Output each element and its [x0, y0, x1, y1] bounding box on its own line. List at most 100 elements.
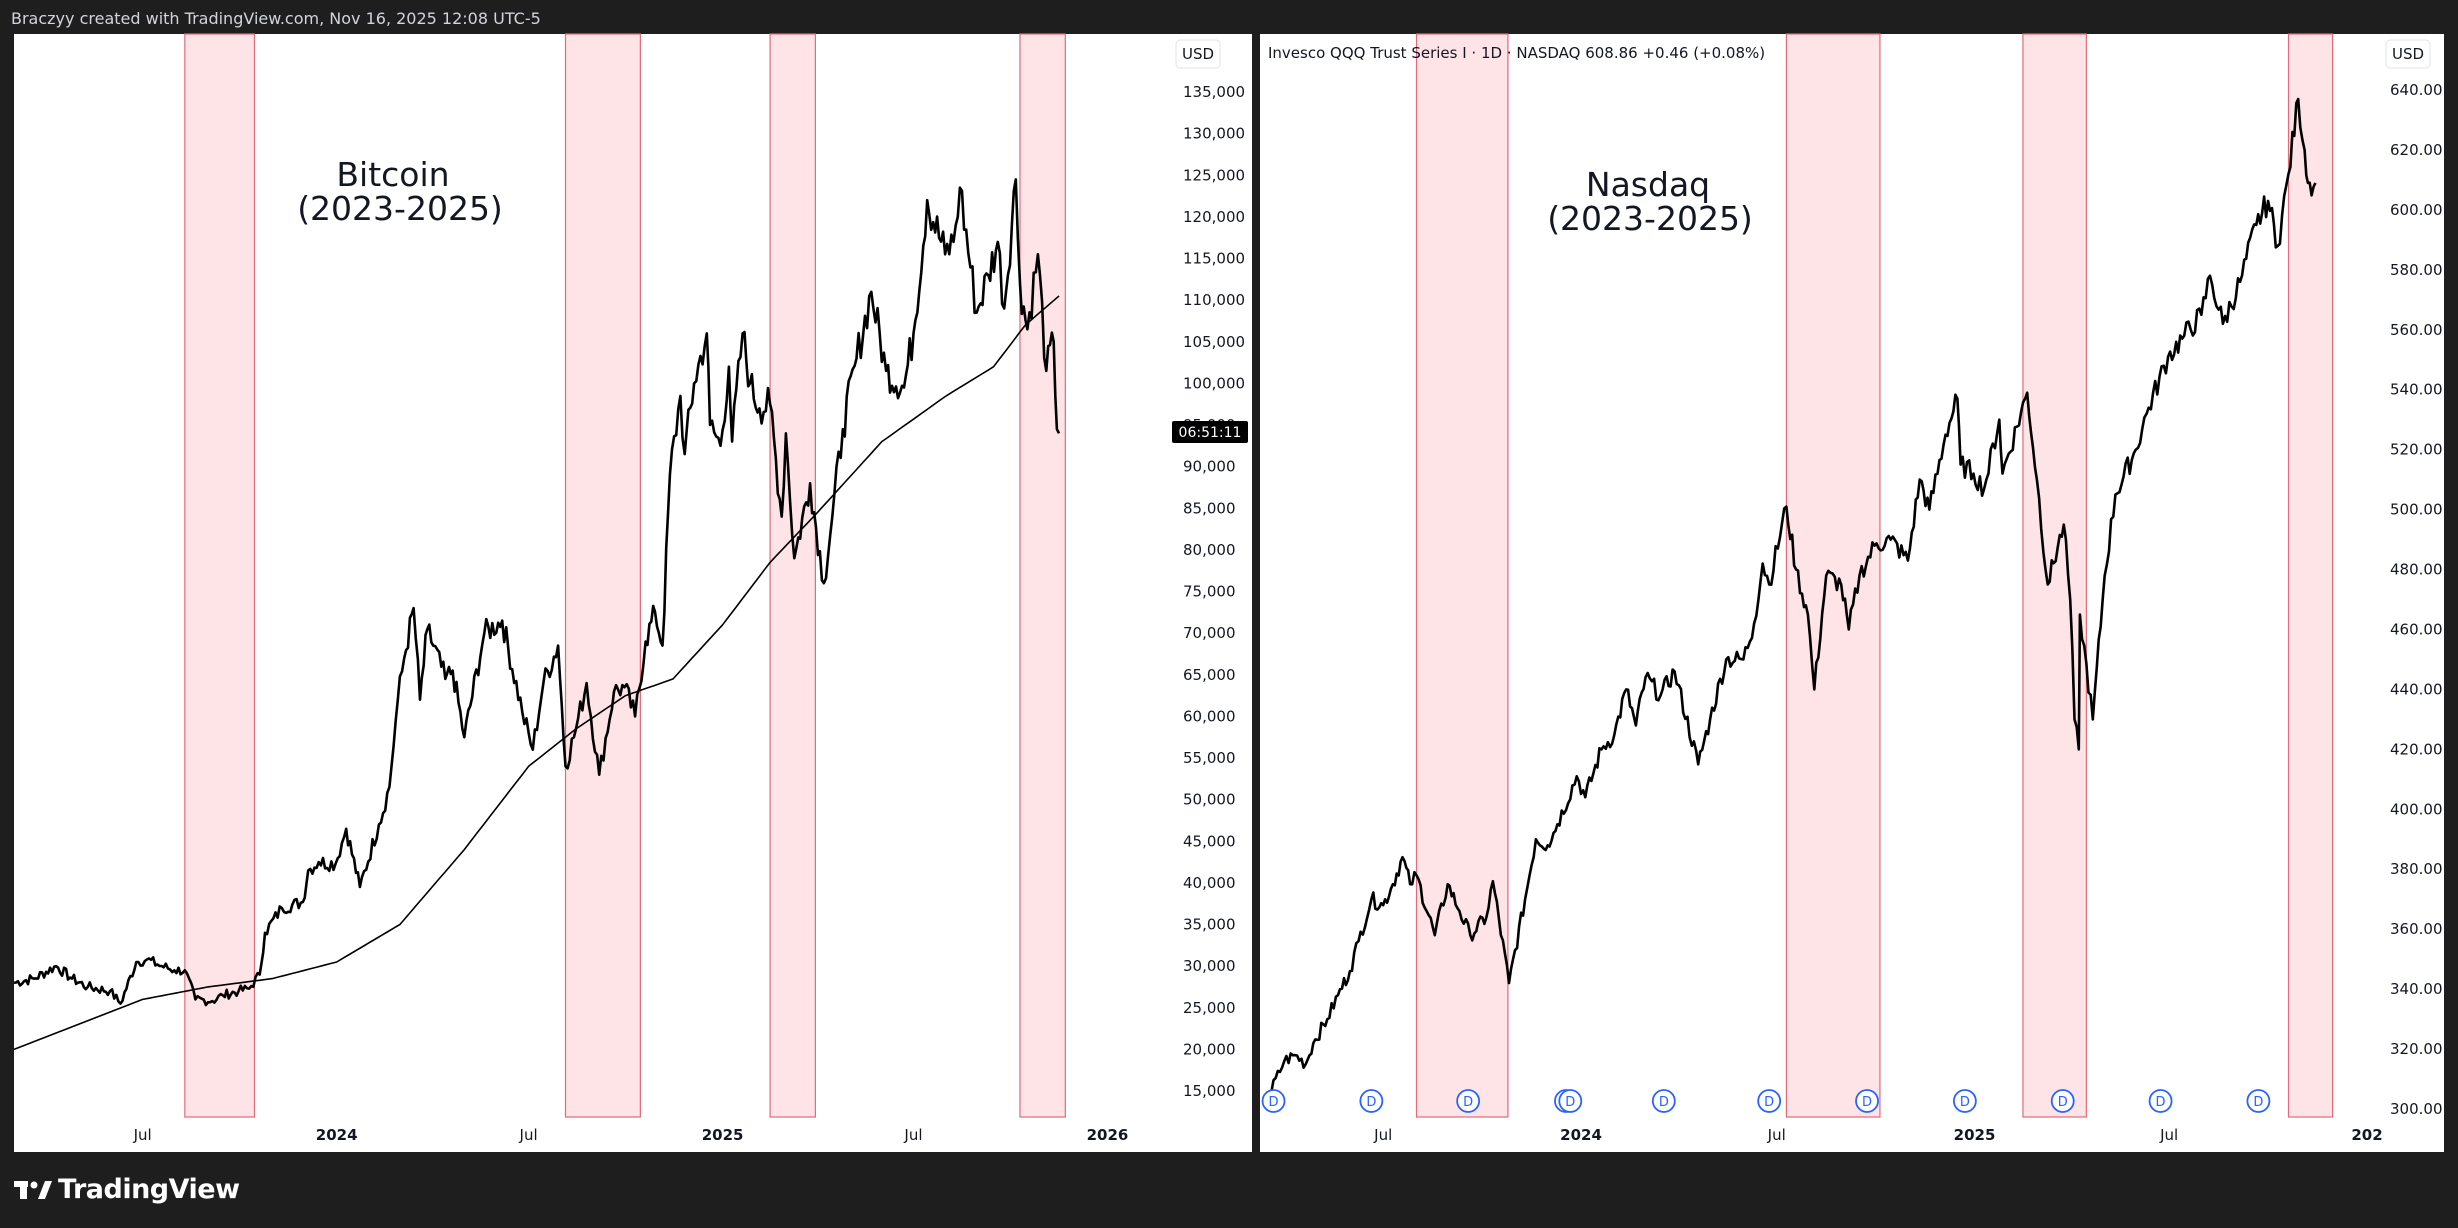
dividend-marker-label: D	[1764, 1095, 1774, 1110]
btc-y-tick-label: 75,000	[1183, 583, 1236, 601]
nasdaq-legend[interactable]: Invesco QQQ Trust Series I · 1D · NASDAQ…	[1268, 44, 1765, 62]
tradingview-logo-icon	[14, 1180, 52, 1199]
btc-y-tick-label: 50,000	[1183, 791, 1236, 809]
tradingview-brand-name: TradingView	[58, 1174, 240, 1205]
bitcoin-countdown-bg	[1172, 421, 1248, 443]
ndq-x-tick-label: Jul	[2159, 1126, 2178, 1144]
btc-y-tick-label: 20,000	[1183, 1040, 1236, 1058]
bitcoin-countdown-label: 06:51:11	[1179, 425, 1242, 441]
bitcoin-x-axis[interactable]: Jul 2024 Jul 2025 Jul 2026	[133, 1126, 1129, 1144]
ndq-y-tick-label: 640.00	[2390, 81, 2443, 99]
ndq-y-tick-label: 540.00	[2390, 381, 2443, 399]
dividend-marker-circle	[2246, 1089, 2271, 1113]
ndq-highlight-range-4	[2287, 33, 2334, 1118]
dividend-marker-label: D	[1366, 1095, 1376, 1110]
btc-y-tick-label: 85,000	[1183, 499, 1236, 517]
dividend-marker-label: D	[1960, 1095, 1970, 1110]
dividend-marker-circle	[1261, 1089, 1286, 1113]
bitcoin-countdown-tag: 06:51:11	[1172, 421, 1248, 443]
btc-y-tick-label: 65,000	[1183, 666, 1236, 684]
btc-y-tick-label: 55,000	[1183, 749, 1236, 767]
dividend-marker-circle	[1558, 1089, 1583, 1113]
ndq-y-tick-label: 460.00	[2390, 620, 2443, 638]
dividend-marker-circle	[1359, 1089, 1384, 1113]
ndq-y-tick-label: 400.00	[2390, 800, 2443, 818]
btc-y-tick-label: 30,000	[1183, 957, 1236, 975]
nasdaq-y-axis[interactable]: 300.00 320.00 340.00 360.00 380.00 400.00 420.…	[2390, 81, 2443, 1118]
nasdaq-chart-title-line-1: Nasdaq	[1586, 165, 1710, 204]
dividend-marker[interactable]: D	[1456, 1089, 1481, 1113]
dividend-marker-label: D	[1463, 1095, 1473, 1110]
bitcoin-chart-title-line-1: Bitcoin	[336, 155, 449, 194]
btc-y-tick-label: 80,000	[1183, 541, 1236, 559]
btc-y-tick-label: 135,000	[1183, 83, 1245, 101]
dividend-marker-circle	[1952, 1089, 1977, 1113]
btc-x-tick-label: 2026	[1087, 1126, 1129, 1144]
btc-y-tick-label: 35,000	[1183, 916, 1236, 934]
dividend-marker[interactable]: D	[1261, 1089, 1286, 1113]
bitcoin-highlight-ranges	[184, 33, 1066, 1118]
nasdaq-currency-label: USD	[2392, 45, 2424, 63]
nasdaq-dividend-markers[interactable]: DDDDDDDDDDDD	[1261, 1089, 2271, 1113]
btc-y-tick-label: 125,000	[1183, 166, 1245, 184]
chart-credit-bar: Braczyy created with TradingView.com, No…	[0, 0, 2458, 34]
ndq-y-tick-label: 600.00	[2390, 201, 2443, 219]
dividend-marker[interactable]: D	[1952, 1089, 1977, 1113]
btc-x-tick-label: 2025	[702, 1126, 744, 1144]
btc-y-tick-label: 45,000	[1183, 832, 1236, 850]
dividend-marker-circle	[2148, 1089, 2173, 1113]
btc-y-tick-label: 15,000	[1183, 1082, 1236, 1100]
btc-x-tick-label: Jul	[903, 1126, 922, 1144]
ndq-y-tick-label: 480.00	[2390, 561, 2443, 579]
dividend-marker[interactable]: D	[1651, 1089, 1676, 1113]
nasdaq-x-axis[interactable]: Jul 2024 Jul 2025 Jul 202	[1373, 1126, 2383, 1144]
dividend-marker-circle	[1855, 1089, 1879, 1113]
nasdaq-series-group	[1266, 97, 2317, 1101]
dividend-marker-circle	[1456, 1089, 1481, 1113]
btc-y-tick-label: 115,000	[1183, 250, 1245, 268]
ndq-y-tick-label: 320.00	[2390, 1040, 2443, 1058]
ndq-y-tick-label: 500.00	[2390, 501, 2443, 519]
dividend-marker[interactable]: D	[2050, 1089, 2075, 1113]
nasdaq-currency-badge[interactable]	[2385, 39, 2431, 69]
ndq-y-tick-label: 560.00	[2390, 321, 2443, 339]
ndq-highlight-range-3	[2022, 33, 2087, 1118]
panel-divider[interactable]	[1252, 34, 1260, 1152]
ndq-y-tick-label: 620.00	[2390, 141, 2443, 159]
dividend-marker-circle	[2050, 1089, 2075, 1113]
ndq-x-tick-label: 2024	[1560, 1126, 1602, 1144]
ndq-y-tick-label: 360.00	[2390, 920, 2443, 938]
ndq-x-tick-label: 2025	[1954, 1126, 1996, 1144]
btc-y-tick-label: 100,000	[1183, 374, 1245, 392]
btc-y-tick-label: 90,000	[1183, 458, 1236, 476]
ndq-y-tick-label: 300.00	[2390, 1100, 2443, 1118]
dividend-marker[interactable]: D	[1558, 1089, 1583, 1113]
dividend-marker[interactable]: D	[1359, 1089, 1384, 1113]
btc-highlight-range-2	[564, 33, 641, 1118]
ndq-y-tick-label: 380.00	[2390, 860, 2443, 878]
btc-y-tick-label: 105,000	[1183, 333, 1245, 351]
charts-canvas[interactable]: Bitcoin (2023-2025) 15,000 20,000 25,000 30…	[0, 0, 2458, 1152]
chart-credit-text: Braczyy created with TradingView.com, No…	[11, 9, 541, 28]
ndq-x-tick-label: Jul	[1767, 1126, 1786, 1144]
ndq-price-line	[1266, 97, 2317, 1101]
tradingview-brand[interactable]: TradingView	[14, 1174, 240, 1205]
dividend-marker-circle	[1757, 1089, 1782, 1113]
btc-highlight-range-3	[769, 33, 817, 1118]
dividend-marker[interactable]: D	[2148, 1089, 2173, 1113]
btc-y-tick-label: 60,000	[1183, 707, 1236, 725]
dividend-marker[interactable]: D	[1855, 1089, 1879, 1113]
dividend-marker-label: D	[2058, 1095, 2068, 1110]
dividend-marker[interactable]: D	[1757, 1089, 1782, 1113]
dividend-marker-label: D	[2253, 1095, 2263, 1110]
bitcoin-y-axis[interactable]: 15,000 20,000 25,000 30,000 35,000 40,000 45,0…	[1183, 83, 1245, 1100]
btc-x-tick-label: 2024	[316, 1126, 358, 1144]
btc-y-tick-label: 25,000	[1183, 999, 1236, 1017]
dividend-marker-label: D	[1862, 1095, 1872, 1110]
btc-y-tick-label: 110,000	[1183, 291, 1245, 309]
btc-y-tick-label: 40,000	[1183, 874, 1236, 892]
dividend-marker-label: D	[1659, 1095, 1669, 1110]
dividend-marker[interactable]: D	[2246, 1089, 2271, 1113]
bitcoin-currency-badge[interactable]	[1175, 39, 1221, 69]
dividend-marker-label: D	[1565, 1095, 1575, 1110]
